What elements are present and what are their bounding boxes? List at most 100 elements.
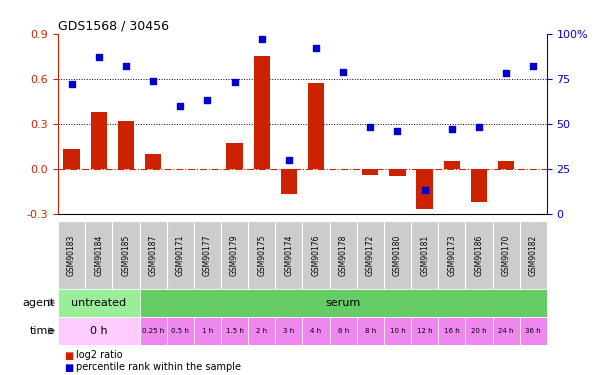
- Bar: [221, 317, 248, 345]
- Point: [94, 54, 104, 60]
- Bar: [357, 221, 384, 289]
- Text: 1.5 h: 1.5 h: [225, 328, 244, 334]
- Text: 0 h: 0 h: [90, 326, 108, 336]
- Bar: [221, 221, 248, 289]
- Point: [338, 69, 348, 75]
- Point: [148, 78, 158, 84]
- Point: [365, 124, 375, 130]
- Bar: [498, 161, 514, 169]
- Bar: [167, 221, 194, 289]
- Text: GSM90177: GSM90177: [203, 234, 212, 276]
- Bar: [302, 221, 329, 289]
- Bar: [411, 317, 438, 345]
- Text: GSM90173: GSM90173: [447, 234, 456, 276]
- Bar: [194, 317, 221, 345]
- Point: [420, 188, 430, 194]
- Bar: [362, 169, 378, 175]
- Bar: [58, 221, 85, 289]
- Text: 20 h: 20 h: [471, 328, 487, 334]
- Point: [121, 63, 131, 69]
- Text: agent: agent: [23, 298, 55, 308]
- Bar: [276, 221, 302, 289]
- Text: GSM90180: GSM90180: [393, 234, 402, 276]
- Bar: [329, 317, 357, 345]
- Bar: [438, 317, 466, 345]
- Text: 12 h: 12 h: [417, 328, 433, 334]
- Bar: [520, 317, 547, 345]
- Bar: [466, 317, 492, 345]
- Bar: [276, 317, 302, 345]
- Bar: [194, 221, 221, 289]
- Text: GSM90183: GSM90183: [67, 234, 76, 276]
- Text: 1 h: 1 h: [202, 328, 213, 334]
- Point: [202, 98, 212, 104]
- Point: [175, 103, 185, 109]
- Text: serum: serum: [326, 298, 361, 308]
- Text: GSM90181: GSM90181: [420, 234, 429, 276]
- Bar: [145, 154, 161, 169]
- Text: GSM90170: GSM90170: [502, 234, 511, 276]
- Text: ■: ■: [64, 351, 73, 360]
- Text: 8 h: 8 h: [365, 328, 376, 334]
- Point: [230, 80, 240, 86]
- Bar: [438, 221, 466, 289]
- Text: 2 h: 2 h: [256, 328, 267, 334]
- Text: GSM90175: GSM90175: [257, 234, 266, 276]
- Text: GSM90172: GSM90172: [366, 234, 375, 276]
- Point: [501, 70, 511, 76]
- Text: 0.5 h: 0.5 h: [171, 328, 189, 334]
- Text: time: time: [30, 326, 55, 336]
- Bar: [167, 317, 194, 345]
- Bar: [118, 121, 134, 169]
- Text: GSM90184: GSM90184: [94, 234, 103, 276]
- Bar: [85, 221, 112, 289]
- Text: GSM90182: GSM90182: [529, 234, 538, 276]
- Text: GSM90179: GSM90179: [230, 234, 239, 276]
- Bar: [444, 161, 460, 169]
- Bar: [227, 143, 243, 169]
- Bar: [492, 221, 520, 289]
- Text: GSM90174: GSM90174: [284, 234, 293, 276]
- Bar: [58, 317, 139, 345]
- Bar: [329, 221, 357, 289]
- Bar: [139, 317, 167, 345]
- Point: [67, 81, 76, 87]
- Bar: [139, 221, 167, 289]
- Text: 10 h: 10 h: [390, 328, 405, 334]
- Point: [393, 128, 403, 134]
- Bar: [112, 221, 139, 289]
- Text: GSM90186: GSM90186: [475, 234, 483, 276]
- Bar: [384, 221, 411, 289]
- Bar: [308, 83, 324, 169]
- Text: 36 h: 36 h: [525, 328, 541, 334]
- Text: 0.25 h: 0.25 h: [142, 328, 164, 334]
- Bar: [417, 169, 433, 209]
- Text: log2 ratio: log2 ratio: [76, 351, 123, 360]
- Bar: [492, 317, 520, 345]
- Text: untreated: untreated: [71, 298, 126, 308]
- Bar: [520, 221, 547, 289]
- Text: 3 h: 3 h: [284, 328, 295, 334]
- Point: [257, 36, 266, 42]
- Bar: [248, 221, 276, 289]
- Point: [529, 63, 538, 69]
- Point: [311, 45, 321, 51]
- Point: [474, 124, 484, 130]
- Bar: [254, 56, 270, 169]
- Bar: [357, 317, 384, 345]
- Text: percentile rank within the sample: percentile rank within the sample: [76, 363, 241, 372]
- Bar: [58, 289, 139, 317]
- Point: [284, 157, 294, 163]
- Bar: [64, 149, 80, 169]
- Text: GSM90176: GSM90176: [312, 234, 321, 276]
- Bar: [389, 169, 406, 176]
- Bar: [411, 221, 438, 289]
- Bar: [302, 317, 329, 345]
- Bar: [139, 289, 547, 317]
- Point: [447, 126, 456, 132]
- Text: GSM90187: GSM90187: [148, 234, 158, 276]
- Text: ■: ■: [64, 363, 73, 372]
- Text: 6 h: 6 h: [337, 328, 349, 334]
- Text: GSM90185: GSM90185: [122, 234, 130, 276]
- Bar: [280, 169, 297, 194]
